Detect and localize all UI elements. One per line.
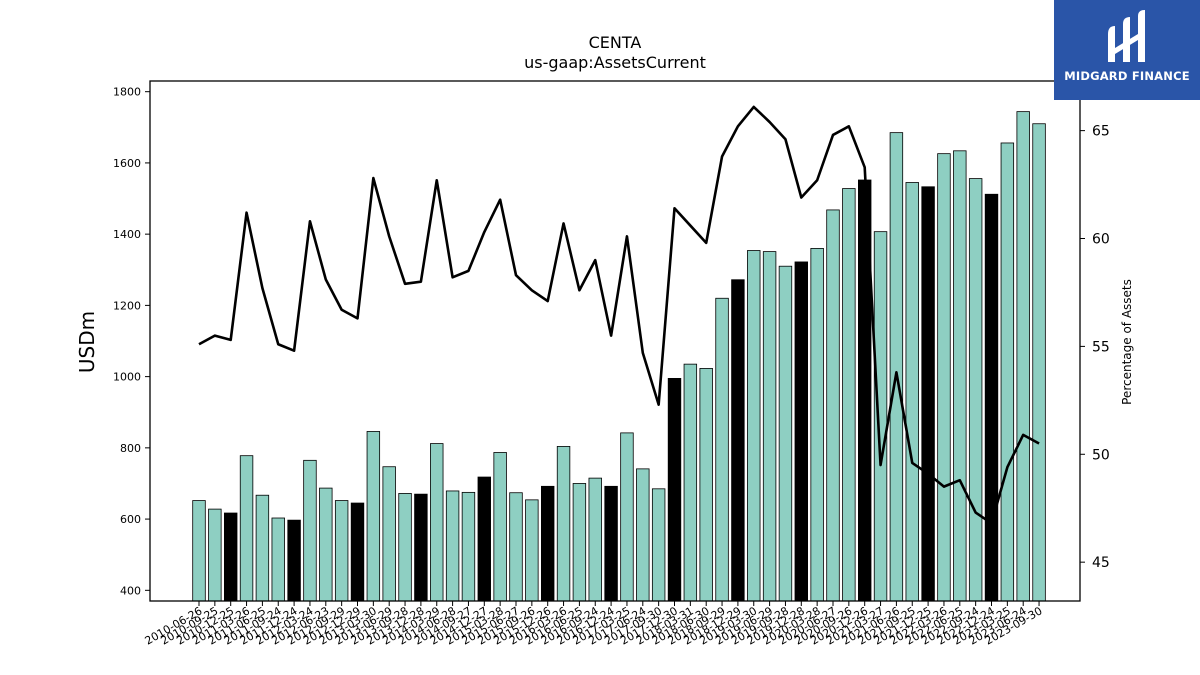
brand-logo: MIDGARD FINANCE xyxy=(1054,0,1200,100)
bar-2011-06-25 xyxy=(255,494,270,602)
bar-2010-06-26 xyxy=(192,500,206,602)
bar-2023-09-30 xyxy=(1032,123,1046,602)
y2-axis-label: Percentage of Assets xyxy=(1120,279,1134,405)
bar-2015-09-26 xyxy=(525,499,539,602)
y-tick-label-1600: 1600 xyxy=(113,157,141,170)
bar-2019-03-30 xyxy=(747,250,761,602)
bar-2022-06-25 xyxy=(953,150,967,602)
bar-2012-03-24 xyxy=(303,459,317,602)
y2-tick-label-50: 50 xyxy=(1092,447,1110,463)
y-axis-label: USDm xyxy=(75,311,99,373)
bar-2022-09-24 xyxy=(968,178,983,602)
bar-2018-09-29 xyxy=(715,297,729,602)
bar-2023-06-24 xyxy=(1016,111,1030,602)
bar-2014-06-28 xyxy=(445,490,460,602)
bar-2014-09-27 xyxy=(461,491,476,602)
midgard-logo-icon xyxy=(1108,10,1145,62)
bar-2022-12-24 xyxy=(984,193,999,602)
bar-2020-03-28 xyxy=(810,247,824,602)
bar-2021-03-27 xyxy=(873,231,888,602)
bar-2017-12-30 xyxy=(667,377,682,602)
bar-2022-03-26 xyxy=(937,153,951,602)
bar-2012-12-29 xyxy=(350,502,365,602)
bar-2011-12-24 xyxy=(287,519,301,602)
bar-2016-03-26 xyxy=(556,446,571,602)
bar-2012-06-23 xyxy=(319,487,333,602)
line-group xyxy=(198,105,1040,525)
bar-2014-12-27 xyxy=(477,476,492,602)
percentage-line xyxy=(198,105,1040,525)
y-tick-label-1000: 1000 xyxy=(113,371,141,384)
bar-2020-06-27 xyxy=(826,209,840,602)
bar-2018-06-30 xyxy=(699,368,713,602)
bar-2016-09-24 xyxy=(588,477,602,602)
bar-2023-03-25 xyxy=(1000,142,1015,602)
bar-2019-09-28 xyxy=(778,265,793,602)
y2-tick-label-65: 65 xyxy=(1092,124,1110,140)
bar-2013-09-28 xyxy=(398,493,412,602)
bar-2018-03-31 xyxy=(683,363,698,602)
bar-2019-12-28 xyxy=(794,261,809,602)
y-tick-label-800: 800 xyxy=(120,442,141,455)
bar-2010-09-25 xyxy=(208,508,222,602)
plot-frame xyxy=(149,80,1081,602)
bar-2017-03-25 xyxy=(620,432,634,602)
y-tick-label-1400: 1400 xyxy=(113,228,141,241)
bars-group xyxy=(192,111,1046,602)
bar-2018-12-29 xyxy=(731,279,745,602)
y-tick-label-1800: 1800 xyxy=(113,86,141,99)
chart-subtitle: us-gaap:AssetsCurrent xyxy=(524,53,706,72)
y-tick-label-600: 600 xyxy=(120,513,141,526)
bar-2020-09-26 xyxy=(842,188,856,602)
bar-2016-06-25 xyxy=(572,483,587,602)
bar-2019-06-29 xyxy=(762,251,777,602)
bar-2014-03-29 xyxy=(430,443,444,602)
bar-2011-03-26 xyxy=(239,455,254,602)
bar-2015-03-28 xyxy=(493,452,507,602)
bar-2016-12-24 xyxy=(604,485,618,602)
chart-title: CENTA xyxy=(589,33,642,52)
bar-2010-12-25 xyxy=(223,512,238,602)
y-tick-label-400: 400 xyxy=(120,584,141,597)
bar-2015-12-26 xyxy=(541,485,555,602)
y2-tick-label-45: 45 xyxy=(1092,555,1110,571)
y-tick-label-1200: 1200 xyxy=(113,299,141,312)
bar-2015-06-27 xyxy=(509,492,523,602)
bar-2021-09-25 xyxy=(905,182,919,602)
bar-2017-06-24 xyxy=(636,468,650,602)
bar-2017-09-30 xyxy=(651,488,666,602)
bar-2013-12-28 xyxy=(414,493,428,602)
brand-name: MIDGARD FINANCE xyxy=(1064,69,1190,83)
bar-2021-12-25 xyxy=(921,186,935,602)
y2-tick-label-55: 55 xyxy=(1092,339,1110,355)
bar-2013-03-30 xyxy=(366,431,381,602)
bar-2012-09-29 xyxy=(334,500,349,602)
bar-2021-06-26 xyxy=(889,132,904,602)
y2-tick-label-60: 60 xyxy=(1092,232,1110,248)
bar-2011-09-24 xyxy=(271,517,285,602)
bar-2013-06-29 xyxy=(382,466,396,602)
